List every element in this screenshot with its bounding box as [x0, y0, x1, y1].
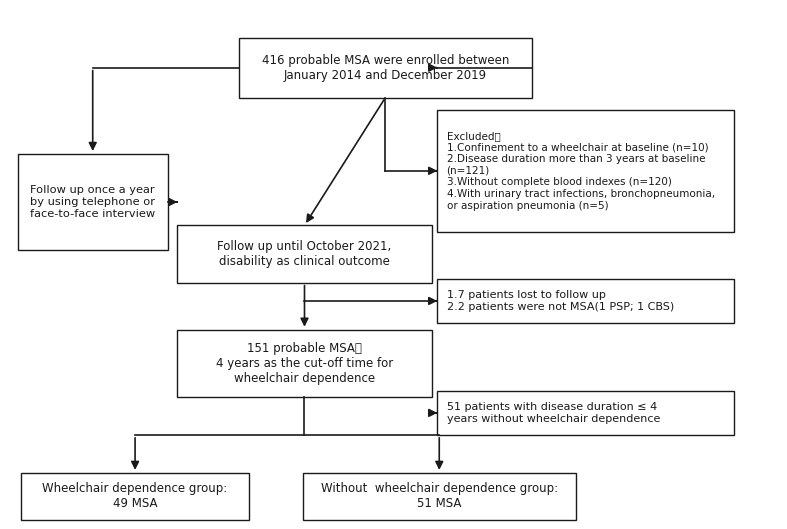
Text: 151 probable MSA，
4 years as the cut-off time for
wheelchair dependence: 151 probable MSA， 4 years as the cut-off…	[216, 342, 394, 385]
FancyBboxPatch shape	[21, 473, 249, 519]
Text: 416 probable MSA were enrolled between
January 2014 and December 2019: 416 probable MSA were enrolled between J…	[261, 53, 509, 81]
FancyBboxPatch shape	[17, 154, 168, 250]
Text: Follow up until October 2021,
disability as clinical outcome: Follow up until October 2021, disability…	[217, 240, 392, 268]
Text: 1.7 patients lost to follow up
2.2 patients were not MSA(1 PSP; 1 CBS): 1.7 patients lost to follow up 2.2 patie…	[446, 290, 674, 312]
FancyBboxPatch shape	[177, 330, 431, 397]
Text: Wheelchair dependence group:
49 MSA: Wheelchair dependence group: 49 MSA	[42, 482, 227, 510]
FancyBboxPatch shape	[438, 391, 733, 435]
Text: Excluded：
1.Confinement to a wheelchair at baseline (n=10)
2.Disease duration mo: Excluded： 1.Confinement to a wheelchair …	[446, 131, 715, 211]
FancyBboxPatch shape	[302, 473, 576, 519]
Text: 51 patients with disease duration ≤ 4
years without wheelchair dependence: 51 patients with disease duration ≤ 4 ye…	[446, 402, 660, 424]
Text: Follow up once a year
by using telephone or
face-to-face interview: Follow up once a year by using telephone…	[30, 186, 155, 218]
FancyBboxPatch shape	[438, 279, 733, 323]
Text: Without  wheelchair dependence group:
51 MSA: Without wheelchair dependence group: 51 …	[320, 482, 558, 510]
FancyBboxPatch shape	[177, 225, 431, 282]
FancyBboxPatch shape	[438, 110, 733, 232]
FancyBboxPatch shape	[239, 38, 532, 98]
